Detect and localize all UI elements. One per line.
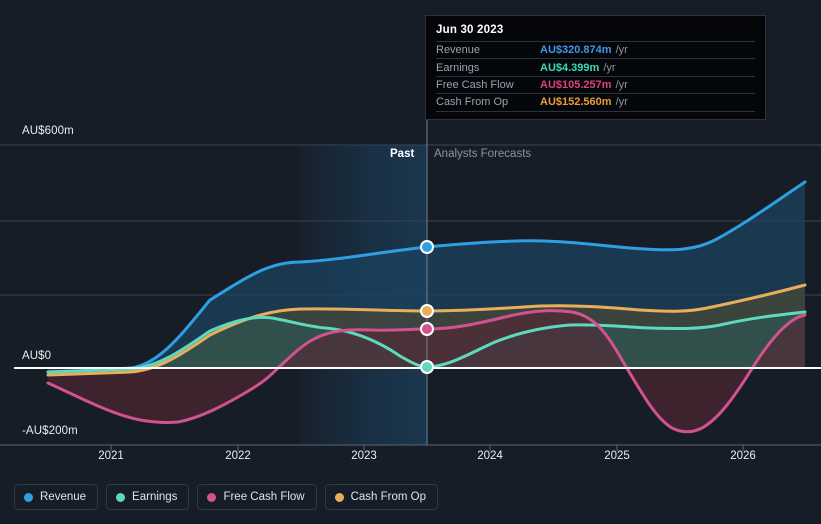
y-axis-label-top: AU$600m (22, 125, 74, 137)
marker-earnings (420, 360, 434, 374)
tooltip-value-earnings: AU$4.399m (540, 61, 600, 74)
chart-plot-area[interactable] (0, 0, 821, 470)
hover-markers (420, 240, 434, 374)
x-axis-label-2022: 2022 (225, 450, 251, 462)
legend-label-cash-from-op: Cash From Op (350, 491, 427, 503)
line-earnings (46, 310, 807, 374)
legend-item-free-cash-flow[interactable]: Free Cash Flow (197, 484, 317, 510)
legend-label-revenue: Revenue (40, 491, 87, 503)
legend-dot-free-cash-flow-icon (207, 492, 217, 502)
x-axis-label-2026: 2026 (730, 450, 756, 462)
tooltip-unit-cash-from-op: /yr (615, 96, 628, 109)
tooltip-unit-earnings: /yr (603, 61, 616, 74)
tooltip-unit-free-cash-flow: /yr (615, 78, 628, 91)
chart-legend: Revenue Earnings Free Cash Flow Cash Fro… (14, 484, 439, 510)
analysts-forecasts-label: Analysts Forecasts (434, 148, 532, 160)
tooltip-value-revenue: AU$320.874m (540, 44, 612, 57)
y-axis-label-zero: AU$0 (22, 350, 52, 362)
marker-free-cash-flow (420, 322, 434, 336)
x-axis-label-2025: 2025 (604, 450, 630, 462)
marker-cash-from-op (420, 304, 434, 318)
legend-item-earnings[interactable]: Earnings (106, 484, 190, 510)
tooltip-row-revenue: Revenue AU$320.874m /yr (436, 41, 755, 58)
legend-dot-cash-from-op-icon (334, 492, 344, 502)
past-period-label: Past (390, 148, 415, 160)
line-free-cash-flow (46, 309, 807, 434)
tooltip-row-cash-from-op: Cash From Op AU$152.560m /yr (436, 93, 755, 110)
tooltip-value-free-cash-flow: AU$105.257m (540, 78, 612, 91)
marker-revenue (420, 240, 434, 254)
data-tooltip: Jun 30 2023 Revenue AU$320.874m /yr Earn… (425, 15, 766, 120)
tooltip-label-free-cash-flow: Free Cash Flow (436, 78, 514, 91)
tooltip-label-revenue: Revenue (436, 44, 481, 57)
x-axis-label-2024: 2024 (477, 450, 503, 462)
legend-dot-earnings-icon (116, 492, 126, 502)
tooltip-date: Jun 30 2023 (436, 24, 504, 36)
tooltip-row-free-cash-flow: Free Cash Flow AU$105.257m /yr (436, 75, 755, 93)
tooltip-unit-revenue: /yr (615, 44, 628, 57)
legend-item-cash-from-op[interactable]: Cash From Op (324, 484, 439, 510)
legend-dot-revenue-icon (24, 492, 33, 502)
legend-item-revenue[interactable]: Revenue (14, 484, 99, 510)
x-axis-ticks (110, 445, 744, 451)
tooltip-value-cash-from-op: AU$152.560m (540, 96, 612, 109)
x-axis-label-2023: 2023 (351, 450, 377, 462)
y-axis-label-bottom: -AU$200m (22, 425, 78, 437)
legend-label-earnings: Earnings (132, 491, 178, 503)
x-axis-label-2021: 2021 (98, 450, 124, 462)
tooltip-label-earnings: Earnings (436, 61, 480, 74)
tooltip-label-cash-from-op: Cash From Op (436, 96, 509, 109)
tooltip-row-earnings: Earnings AU$4.399m /yr (436, 58, 755, 75)
tooltip-footer-rule (436, 110, 755, 115)
legend-label-free-cash-flow: Free Cash Flow (223, 491, 305, 503)
